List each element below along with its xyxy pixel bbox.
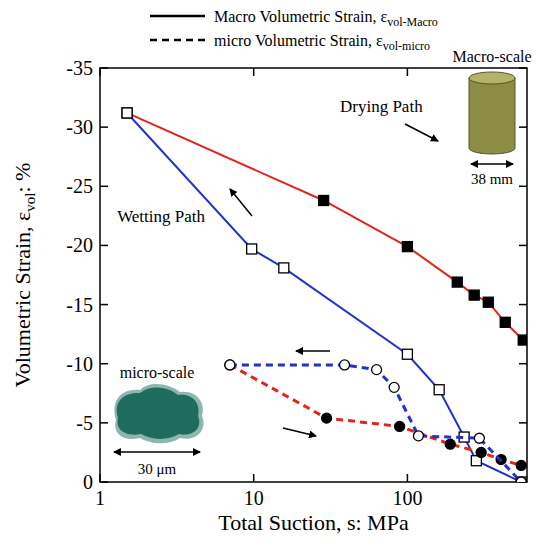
data-point (322, 413, 332, 423)
data-point (500, 317, 510, 327)
y-tick (100, 481, 108, 483)
y-tick-label: 0 (83, 471, 93, 493)
data-point (516, 477, 526, 482)
y-tick (519, 422, 527, 424)
y-tick (519, 363, 527, 365)
data-point (340, 360, 350, 370)
y-axis-title: Volumetric Strain, εvol: % (10, 163, 38, 388)
x-tick (99, 474, 101, 482)
x-tick (253, 68, 255, 76)
data-point (395, 421, 405, 431)
legend-label-part: Macro Volumetric Strain, ε (214, 8, 387, 25)
legend-line (150, 15, 205, 18)
arrow (283, 428, 316, 436)
legend-line (150, 39, 205, 42)
y-tick (100, 363, 108, 365)
x-axis-title: Total Suction, s: MPa (218, 510, 409, 535)
y-tick (100, 245, 108, 247)
data-point (225, 360, 235, 370)
y-tick-label: -10 (66, 353, 93, 375)
y-tick-label: -30 (66, 116, 93, 138)
blob (117, 387, 200, 438)
series-line (230, 365, 521, 466)
y-tick-label: -20 (66, 234, 93, 256)
dimension-arrow (114, 451, 200, 452)
y-tick-label: -25 (66, 175, 93, 197)
y-axis-title-part: Volumetric Strain, ε (10, 212, 35, 388)
y-tick-label: -15 (66, 294, 93, 316)
data-point (476, 447, 486, 457)
data-point (122, 108, 132, 118)
y-tick-label: -35 (66, 57, 93, 79)
data-point (516, 460, 526, 470)
y-tick (100, 304, 108, 306)
x-tick (253, 474, 255, 482)
data-point (469, 290, 479, 300)
plot-frame (100, 68, 527, 482)
data-point (225, 360, 235, 370)
data-point (372, 365, 382, 375)
x-tick (99, 68, 101, 76)
series-line (127, 113, 523, 340)
x-tick-label: 10 (244, 487, 264, 509)
data-point (402, 349, 412, 359)
y-tick (519, 67, 527, 69)
y-axis-title-sub: vol (22, 193, 38, 212)
y-tick-label: -5 (76, 412, 93, 434)
arrow (296, 350, 330, 352)
x-tick (407, 68, 409, 76)
y-tick (519, 245, 527, 247)
legend-label-sub: vol-micro (383, 39, 430, 53)
annotation: micro-scale (120, 364, 195, 381)
x-tick (407, 474, 409, 482)
data-point (434, 385, 444, 395)
data-point (319, 195, 329, 205)
cylinder-body (469, 78, 515, 154)
data-point (474, 433, 484, 443)
chart: 1 10 100 0 -5 -10 -15 -20 -25 -30 -35 Total Suction… (0, 0, 538, 540)
data-point (518, 335, 527, 345)
y-tick (100, 67, 108, 69)
legend-label-sub: vol-Macro (387, 15, 438, 29)
arrow (405, 124, 438, 141)
y-tick (519, 304, 527, 306)
y-axis-title-part: : % (10, 163, 35, 193)
legend-label: micro Volumetric Strain, εvol-micro (214, 32, 430, 53)
x-tick-label: 1 (95, 487, 105, 509)
blob-shadow (114, 384, 203, 443)
legend-label-part: micro Volumetric Strain, ε (214, 32, 383, 49)
annotation: Drying Path (340, 97, 423, 116)
y-tick (519, 126, 527, 128)
data-point (413, 431, 423, 441)
data-point (402, 242, 412, 252)
legend-label: Macro Volumetric Strain, εvol-Macro (214, 8, 438, 29)
dimension-arrow (471, 163, 513, 164)
data-point (122, 108, 132, 118)
cylinder-top (469, 72, 515, 84)
data-point (516, 477, 526, 482)
y-tick (100, 422, 108, 424)
annotation: 38 mm (471, 171, 513, 187)
data-point (247, 244, 257, 254)
data-point (452, 277, 462, 287)
data-point (483, 297, 493, 307)
y-tick (100, 186, 108, 188)
x-tick-label: 100 (392, 487, 422, 509)
data-point (445, 439, 455, 449)
y-tick (100, 126, 108, 128)
data-point (279, 263, 289, 273)
series-line (230, 365, 521, 482)
annotation: Wetting Path (117, 207, 205, 226)
data-point (389, 382, 399, 392)
arrow (230, 189, 252, 216)
annotation: Macro-scale (452, 48, 531, 65)
y-tick (519, 186, 527, 188)
annotation: 30 μm (138, 461, 177, 477)
